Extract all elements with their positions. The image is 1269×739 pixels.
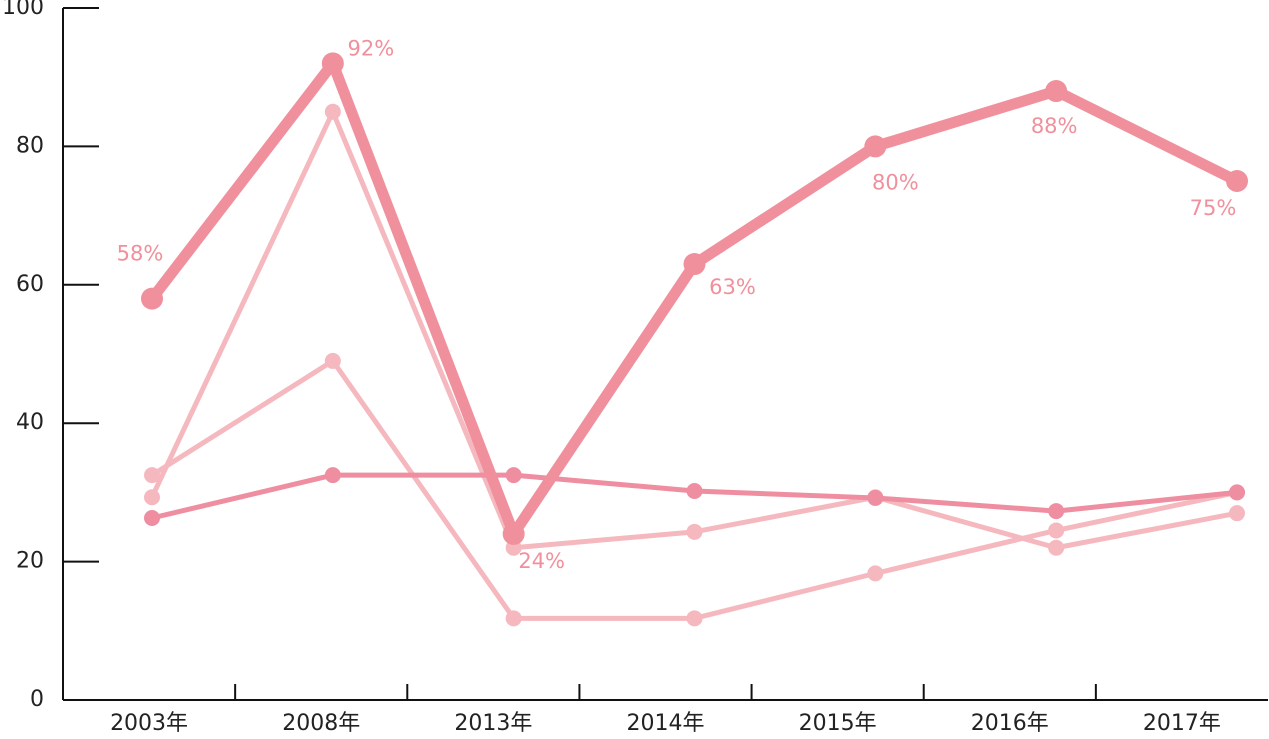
point <box>502 522 525 545</box>
x-tick-label: 2017年 <box>1143 711 1221 736</box>
y-tick-label: 40 <box>16 410 44 435</box>
point <box>505 610 522 627</box>
line <box>149 109 1238 551</box>
point <box>1226 170 1248 192</box>
point <box>1048 503 1065 520</box>
point <box>686 523 703 540</box>
point <box>505 467 522 484</box>
point <box>321 52 344 75</box>
point <box>1048 539 1065 556</box>
point <box>324 352 341 369</box>
data-label: 75% <box>1190 196 1237 220</box>
point <box>144 467 160 484</box>
point <box>324 467 341 484</box>
point <box>867 489 884 506</box>
x-tick-label: 2016年 <box>971 711 1049 736</box>
point <box>1229 505 1245 522</box>
y-tick-label: 100 <box>2 0 44 20</box>
point <box>144 510 160 527</box>
y-tick-label: 80 <box>16 133 44 158</box>
x-tick-label: 2008年 <box>282 711 360 736</box>
data-label: 24% <box>518 549 565 573</box>
point <box>686 483 703 500</box>
x-tick-label: 2003年 <box>110 711 188 736</box>
x-tick-label: 2013年 <box>454 711 532 736</box>
point <box>324 103 341 120</box>
point <box>144 489 160 506</box>
point <box>864 135 887 158</box>
data-label: 88% <box>1031 114 1078 138</box>
point <box>1229 484 1245 501</box>
point <box>1045 80 1068 103</box>
data-label: 58% <box>117 242 164 266</box>
data-label: 92% <box>347 36 394 60</box>
data-label: 63% <box>709 275 756 299</box>
y-tick-label: 0 <box>30 687 44 712</box>
y-tick-label: 20 <box>16 549 44 574</box>
y-tick-label: 60 <box>16 272 44 297</box>
data-label: 80% <box>872 170 919 194</box>
x-tick-label: 2015年 <box>799 711 877 736</box>
x-tick-label: 2014年 <box>627 711 705 736</box>
point <box>686 610 703 627</box>
point <box>683 253 706 276</box>
point <box>1048 522 1065 539</box>
point <box>867 565 884 582</box>
point <box>141 287 163 310</box>
